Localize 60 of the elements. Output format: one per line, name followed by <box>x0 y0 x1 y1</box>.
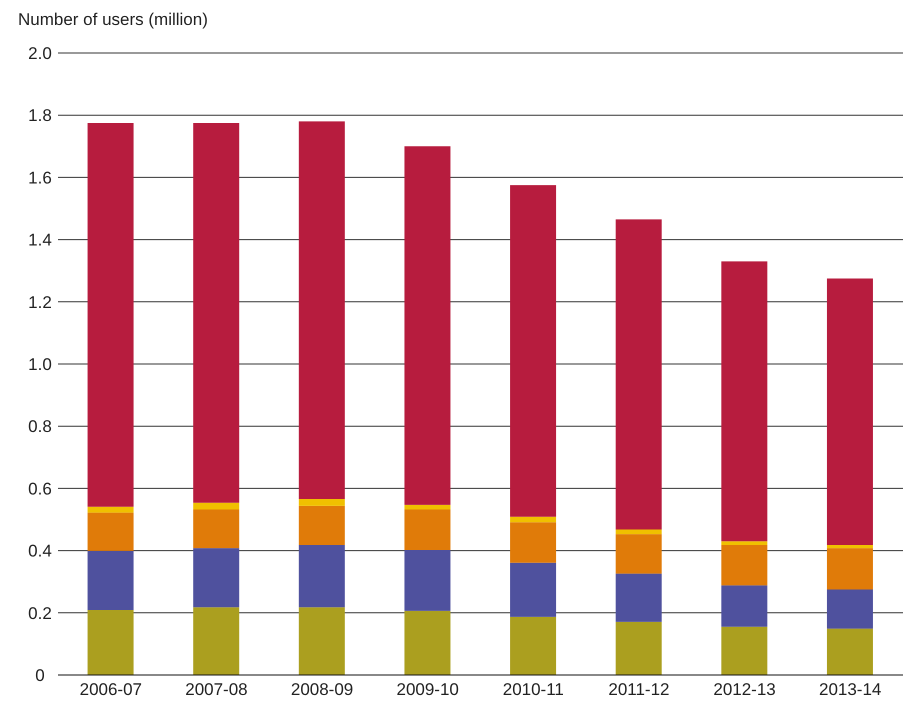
bar <box>616 529 662 534</box>
y-tick-label: 1.0 <box>28 355 52 374</box>
x-tick-label: 2007-08 <box>185 680 248 700</box>
y-tick-label: 2.0 <box>28 44 52 64</box>
bar <box>616 574 662 622</box>
bar <box>298 545 345 608</box>
bar <box>510 562 556 617</box>
x-tick-label: 2009-10 <box>396 680 459 700</box>
bar <box>298 498 345 506</box>
y-tick-label: 0 <box>35 666 45 686</box>
bar <box>616 622 662 675</box>
bar <box>721 545 768 586</box>
bar <box>88 512 134 551</box>
x-tick-label: 2010-11 <box>502 680 564 700</box>
bar <box>721 261 768 542</box>
bar <box>404 510 450 550</box>
y-tick-label: 0.4 <box>28 542 52 561</box>
bar <box>298 121 345 499</box>
bar <box>616 219 662 530</box>
bar <box>510 616 556 675</box>
bar <box>404 550 450 611</box>
bar <box>88 122 134 507</box>
bar <box>193 502 240 510</box>
bar <box>826 589 873 629</box>
bar <box>826 545 873 548</box>
bar <box>721 585 768 627</box>
bar <box>193 607 240 675</box>
bar <box>88 610 134 675</box>
y-tick-label: 1.4 <box>28 230 52 250</box>
y-tick-label: 1.2 <box>28 292 52 312</box>
bar <box>616 534 662 574</box>
bar <box>404 610 450 675</box>
bar <box>193 548 240 608</box>
y-tick-label: 1.6 <box>28 168 52 188</box>
bar <box>510 185 556 517</box>
bar <box>404 146 450 505</box>
bar <box>510 522 556 563</box>
x-tick-label: 2008-09 <box>290 680 354 700</box>
bar <box>298 506 345 545</box>
bar <box>826 628 873 675</box>
y-tick-label: 1.8 <box>28 106 52 126</box>
x-tick-label: 2006-07 <box>80 680 142 700</box>
bar <box>826 278 873 545</box>
y-axis-title: Number of users (million) <box>18 10 208 30</box>
x-tick-label: 2011-12 <box>608 680 670 700</box>
bar <box>404 504 450 510</box>
bar <box>88 506 134 513</box>
bar <box>510 516 556 522</box>
bar <box>721 626 768 675</box>
x-tick-label: 2013-14 <box>818 680 882 700</box>
y-tick-label: 0.6 <box>28 479 52 498</box>
y-tick-label: 0.8 <box>28 417 52 436</box>
bar <box>298 607 345 675</box>
bar <box>193 122 240 503</box>
bar <box>721 541 768 545</box>
x-tick-label: 2012-13 <box>713 680 776 700</box>
bar <box>193 510 240 548</box>
bar <box>88 550 134 610</box>
bar <box>826 548 873 590</box>
y-tick-label: 0.2 <box>28 604 52 623</box>
